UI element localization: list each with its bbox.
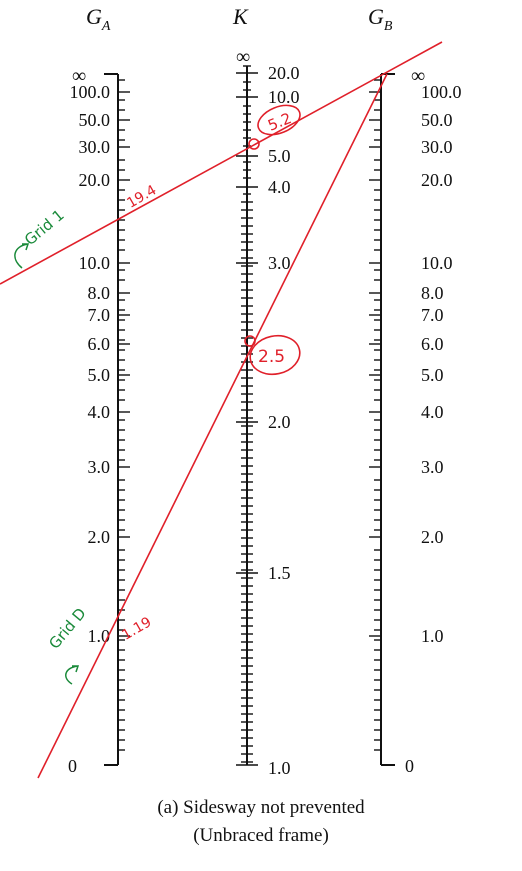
gb-label: 4.0 [421,402,444,422]
k-intersection-marker-lower [244,335,256,347]
gb-label: 0 [405,756,414,776]
k-label: 2.0 [268,412,291,432]
ga-label: 30.0 [79,137,111,157]
grid-1-arrow [14,243,30,269]
k-label: 1.5 [268,563,291,583]
gb-label: 3.0 [421,457,444,477]
caption-line-1: (a) Sidesway not prevented [157,797,365,818]
gb-label: 50.0 [421,110,453,130]
k-label: 1.0 [268,758,291,778]
header-ga: GA [86,4,111,34]
grid-1-alignment-line [0,41,443,285]
gb-label: 10.0 [421,253,453,273]
k-label: 20.0 [268,63,300,83]
red-markup: 5.2 2.5 19.4 1.19 [0,41,443,779]
header-k: K [232,4,249,29]
ga-label: 2.0 [88,527,111,547]
k-label: 10.0 [268,87,300,107]
ga-label: 100.0 [70,82,111,102]
gb-infinity-symbol: ∞ [411,65,425,87]
ga-label: 5.0 [88,365,111,385]
ga-tick-marks [118,79,130,751]
ga-label: 20.0 [79,170,111,190]
gb-label: 20.0 [421,170,453,190]
ga-scale: 100.0 50.0 30.0 20.0 10.0 8.0 7.0 6.0 5.… [68,73,130,776]
ga-label: 6.0 [88,334,111,354]
ga-infinity-symbol: ∞ [72,65,86,87]
ga-value-grid-d: 1.19 [119,614,154,643]
ga-label: 1.0 [88,626,111,646]
grid-d-note: Grid D [45,604,90,652]
ga-label: 0 [68,756,77,776]
gb-label: 2.0 [421,527,444,547]
gb-scale: 100.0 50.0 30.0 20.0 10.0 8.0 7.0 6.0 5.… [369,73,462,776]
ga-label: 7.0 [88,305,111,325]
k-label: 3.0 [268,253,291,273]
header-gb: GB [368,4,393,34]
green-markup: Grid 1 Grid D [14,206,90,685]
k-value-circle-upper [257,104,301,136]
gb-label: 5.0 [421,365,444,385]
grid-1-note: Grid 1 [21,206,68,249]
ga-label: 50.0 [79,110,111,130]
k-infinity-symbol: ∞ [236,46,250,68]
gb-label: 8.0 [421,283,444,303]
k-scale: 20.0 10.0 5.0 4.0 3.0 2.0 1.5 1.0 [236,63,300,778]
ga-label: 8.0 [88,283,111,303]
grid-d-alignment-line [37,73,388,779]
gb-label: 100.0 [421,82,462,102]
ga-label: 10.0 [79,253,111,273]
gb-label: 7.0 [421,305,444,325]
k-value-lower: 2.5 [258,347,285,367]
gb-label: 6.0 [421,334,444,354]
gb-label: 1.0 [421,626,444,646]
grid-d-arrow [65,665,80,685]
k-label: 4.0 [268,177,291,197]
k-value-circle-lower [249,334,301,376]
ga-label: 4.0 [88,402,111,422]
ga-label: 3.0 [88,457,111,477]
gb-label: 30.0 [421,137,453,157]
k-label: 5.0 [268,146,291,166]
k-intersection-marker-upper [248,138,260,150]
k-value-upper: 5.2 [265,109,294,135]
caption-line-2: (Unbraced frame) [193,825,329,846]
gb-tick-marks [369,79,381,751]
ga-value-grid-1: 19.4 [124,182,159,211]
